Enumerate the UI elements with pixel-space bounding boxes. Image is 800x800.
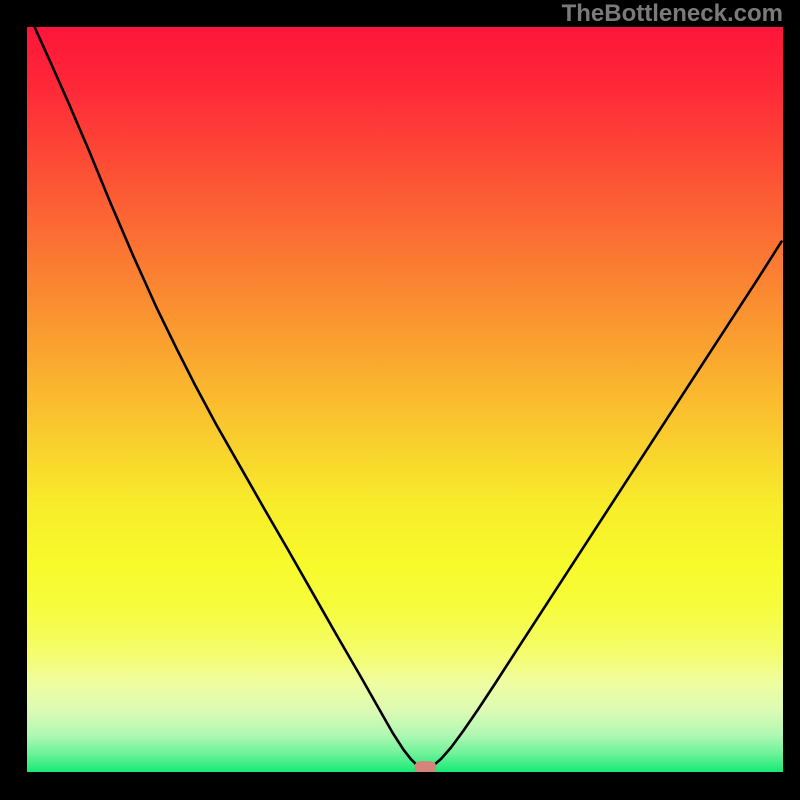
optimal-marker [414,761,436,772]
chart-background [27,27,783,772]
watermark-text: TheBottleneck.com [562,0,783,28]
bottleneck-chart [27,27,783,772]
